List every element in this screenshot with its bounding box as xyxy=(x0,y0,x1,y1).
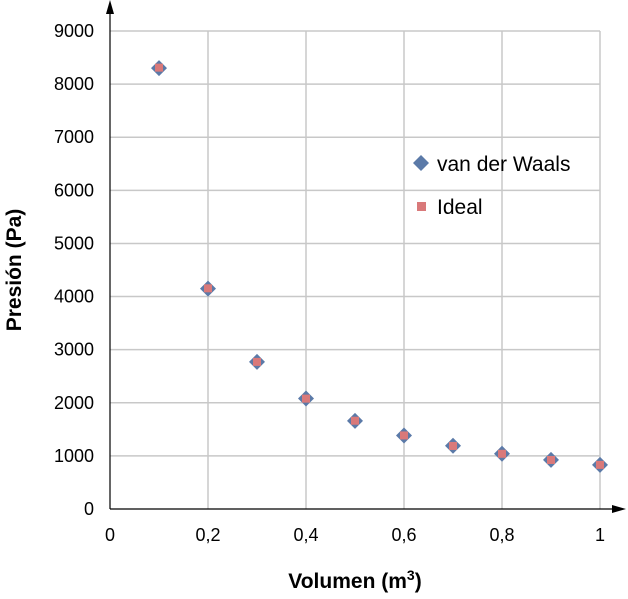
y-tick-label: 2000 xyxy=(54,393,94,413)
data-point-ideal xyxy=(449,441,457,450)
grid xyxy=(110,30,601,509)
y-tick-label: 6000 xyxy=(54,180,94,200)
y-tick-label: 1000 xyxy=(54,446,94,466)
y-tick-label: 0 xyxy=(84,499,94,519)
y-tick-label: 9000 xyxy=(54,21,94,41)
tick-labels: 0 1000 2000 3000 4000 5000 6000 7000 8000 9000 0 0,… xyxy=(54,21,605,545)
x-tick-label: 0 xyxy=(105,525,115,545)
x-tick-label: 0,2 xyxy=(195,525,220,545)
x-axis-arrow xyxy=(612,505,626,513)
axes xyxy=(106,0,626,513)
x-axis-title: Volumen (m3) xyxy=(288,567,421,593)
data-point-ideal xyxy=(155,63,163,72)
data-point-ideal xyxy=(596,460,604,469)
legend-label-van-der-waals: van der Waals xyxy=(437,153,570,176)
y-tick-label: 5000 xyxy=(54,233,94,253)
x-tick-label: 0,4 xyxy=(293,525,318,545)
data-point-ideal xyxy=(400,431,408,440)
y-tick-label: 8000 xyxy=(54,74,94,94)
data-point-ideal xyxy=(253,357,261,366)
data-point-ideal xyxy=(498,449,506,458)
y-tick-label: 7000 xyxy=(54,127,94,147)
y-tick-label: 3000 xyxy=(54,340,94,360)
x-tick-label: 1 xyxy=(595,525,605,545)
data-point-ideal xyxy=(351,416,359,425)
x-tick-label: 0,8 xyxy=(489,525,514,545)
data-point-ideal xyxy=(547,455,555,464)
y-axis-arrow xyxy=(106,0,114,14)
data-points xyxy=(151,60,608,473)
legend-item-ideal: Ideal xyxy=(417,196,483,219)
data-point-ideal xyxy=(204,284,212,293)
y-axis-title: Presión (Pa) xyxy=(3,209,26,332)
legend-item-van-der-waals: van der Waals xyxy=(413,153,570,176)
legend: van der Waals Ideal xyxy=(413,153,570,219)
x-tick-label: 0,6 xyxy=(391,525,416,545)
x-axis-title-sup: 3 xyxy=(407,567,415,583)
legend-diamond-marker xyxy=(413,155,429,171)
legend-square-marker xyxy=(417,202,426,211)
legend-label-ideal: Ideal xyxy=(437,196,483,219)
data-point-ideal xyxy=(302,394,310,403)
y-tick-label: 4000 xyxy=(54,287,94,307)
